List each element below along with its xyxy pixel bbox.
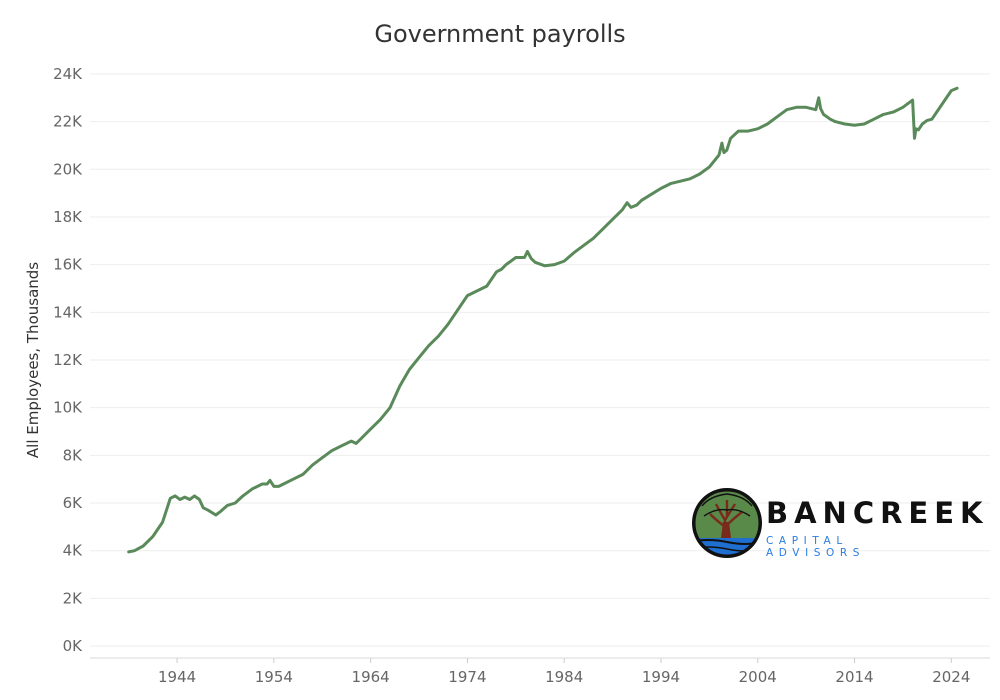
y-tick-label: 0K — [63, 637, 84, 655]
y-tick-label: 4K — [63, 542, 84, 560]
x-tick-label: 1994 — [642, 668, 680, 686]
y-axis-ticks: 0K 2K 4K 6K 8K 10K 12K 14K 16K 18K 20K 22K 24K — [53, 65, 83, 655]
x-tick-label: 2004 — [739, 668, 777, 686]
series-line — [127, 86, 959, 554]
x-tick-label: 2014 — [835, 668, 873, 686]
gridlines — [90, 73, 990, 647]
y-tick-label: 20K — [53, 160, 83, 178]
y-tick-label: 16K — [53, 256, 83, 274]
logo-subtitle: CAPITAL ADVISORS — [766, 535, 866, 559]
y-tick-label: 10K — [53, 399, 83, 417]
y-tick-label: 14K — [53, 303, 83, 321]
y-tick-label: 12K — [53, 351, 83, 369]
y-tick-label: 6K — [63, 494, 84, 512]
x-tick-label: 2024 — [932, 668, 970, 686]
x-tick-label: 1974 — [448, 668, 486, 686]
x-tick-label: 1984 — [545, 668, 583, 686]
y-tick-label: 18K — [53, 208, 83, 226]
x-tick-label: 1964 — [352, 668, 390, 686]
x-tick-label: 1944 — [158, 668, 196, 686]
y-tick-label: 8K — [63, 446, 84, 464]
bancreek-logo: BANCREEK CAPITAL ADVISORS — [690, 486, 983, 562]
x-tick-label: 1954 — [255, 668, 293, 686]
y-axis-title: All Employees, Thousands — [24, 262, 42, 458]
logo-name: BANCREEK — [766, 496, 989, 530]
y-tick-label: 24K — [53, 65, 83, 83]
x-axis-ticks: 1944 1954 1964 1974 1984 1994 2004 2014 2024 — [158, 658, 970, 686]
y-tick-label: 22K — [53, 113, 83, 131]
y-tick-label: 2K — [63, 589, 84, 607]
tree-logo-icon — [692, 488, 762, 558]
chart-title: Government payrolls — [374, 20, 626, 48]
series-group — [127, 86, 959, 554]
